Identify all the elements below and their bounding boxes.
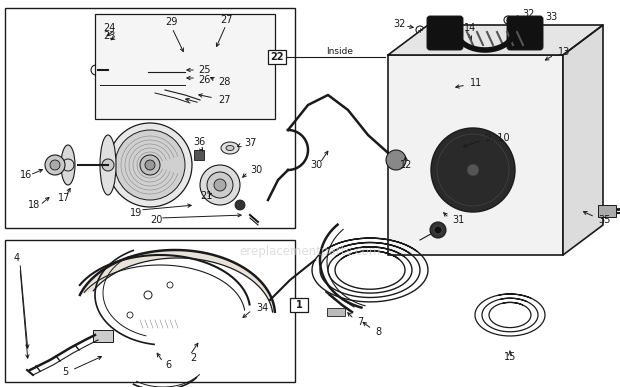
Circle shape <box>434 226 442 234</box>
Bar <box>108 55 148 85</box>
Circle shape <box>185 62 205 82</box>
Text: 13: 13 <box>558 47 570 57</box>
Bar <box>95 14 275 119</box>
Text: 9, 10: 9, 10 <box>485 133 510 143</box>
Bar <box>290 298 308 312</box>
Polygon shape <box>563 25 603 255</box>
Circle shape <box>45 155 65 175</box>
FancyBboxPatch shape <box>507 16 543 50</box>
Text: 30: 30 <box>310 160 322 170</box>
Text: 16: 16 <box>20 170 32 180</box>
Circle shape <box>50 160 60 170</box>
Circle shape <box>235 200 245 210</box>
Text: Inside: Inside <box>327 48 353 57</box>
Circle shape <box>467 164 479 176</box>
Ellipse shape <box>221 142 239 154</box>
Polygon shape <box>100 85 185 100</box>
Bar <box>93 330 113 342</box>
Text: 14: 14 <box>464 23 476 33</box>
Circle shape <box>145 160 155 170</box>
Text: 27: 27 <box>220 15 232 25</box>
Ellipse shape <box>226 146 234 151</box>
Text: 32: 32 <box>522 9 534 19</box>
Text: 32: 32 <box>393 19 405 29</box>
Circle shape <box>108 123 192 207</box>
Text: 11: 11 <box>470 78 482 88</box>
Bar <box>388 55 563 255</box>
Text: 29: 29 <box>165 17 177 27</box>
Text: 34: 34 <box>256 303 268 313</box>
Bar <box>436 79 446 91</box>
Circle shape <box>430 222 446 238</box>
Text: 24: 24 <box>103 23 115 33</box>
Text: 30: 30 <box>250 165 262 175</box>
Bar <box>327 308 345 316</box>
Circle shape <box>200 165 240 205</box>
Text: 18: 18 <box>28 200 40 210</box>
Bar <box>185 68 210 76</box>
Circle shape <box>207 172 233 198</box>
Ellipse shape <box>61 145 75 185</box>
Circle shape <box>386 150 406 170</box>
Text: 4: 4 <box>14 253 20 263</box>
Text: 17: 17 <box>58 193 71 203</box>
Text: 7: 7 <box>357 317 363 327</box>
Text: 21: 21 <box>200 191 213 201</box>
Bar <box>194 150 204 160</box>
Ellipse shape <box>100 135 116 195</box>
Ellipse shape <box>103 55 113 85</box>
Circle shape <box>431 128 515 212</box>
Text: 27: 27 <box>218 95 231 105</box>
Text: 23: 23 <box>103 31 115 41</box>
Text: 35: 35 <box>598 215 610 225</box>
Text: ereplacementparts.com: ereplacementparts.com <box>239 245 381 259</box>
Circle shape <box>102 159 114 171</box>
Text: 6: 6 <box>165 360 171 370</box>
FancyBboxPatch shape <box>427 16 463 50</box>
Bar <box>5 8 295 228</box>
Text: 22: 22 <box>270 52 284 62</box>
Text: 33: 33 <box>545 12 557 22</box>
Circle shape <box>214 179 226 191</box>
Bar <box>400 73 455 105</box>
Text: 20: 20 <box>150 215 162 225</box>
Bar <box>598 205 616 217</box>
Text: 12: 12 <box>400 160 412 170</box>
Text: 36: 36 <box>193 137 205 147</box>
Text: 5: 5 <box>62 367 68 377</box>
Bar <box>422 79 432 91</box>
Ellipse shape <box>143 55 153 85</box>
Text: 15: 15 <box>504 352 516 362</box>
Polygon shape <box>388 25 603 55</box>
Text: 28: 28 <box>218 77 231 87</box>
Polygon shape <box>80 250 275 312</box>
Bar <box>404 79 416 91</box>
Text: 25: 25 <box>198 65 211 75</box>
Text: 8: 8 <box>375 327 381 337</box>
Text: 31: 31 <box>452 215 464 225</box>
Text: 1: 1 <box>296 300 303 310</box>
Text: 37: 37 <box>244 138 257 148</box>
Circle shape <box>140 155 160 175</box>
Text: 26: 26 <box>198 75 210 85</box>
Text: 19: 19 <box>130 208 142 218</box>
Bar <box>268 50 286 64</box>
Circle shape <box>115 130 185 200</box>
Bar <box>5 240 295 382</box>
Text: 2: 2 <box>190 353 197 363</box>
